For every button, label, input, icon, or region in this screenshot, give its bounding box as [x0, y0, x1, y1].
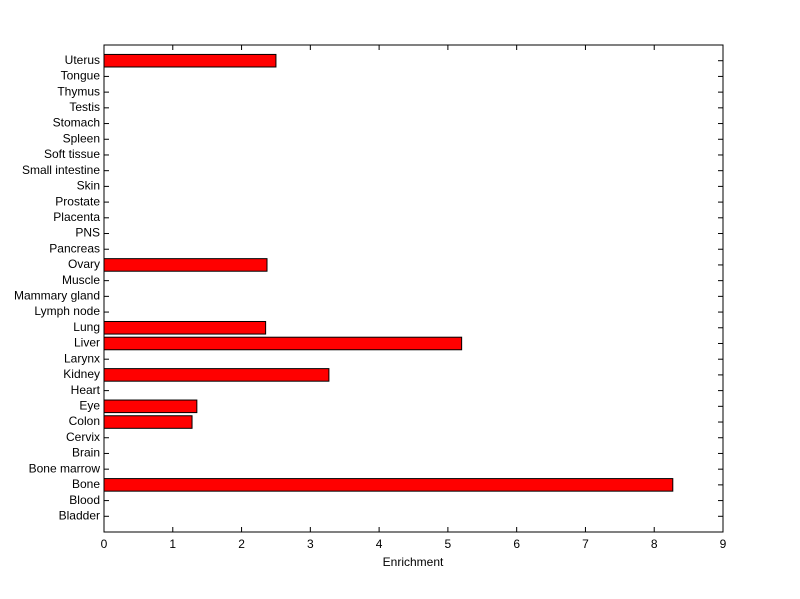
y-tick-label: Muscle [62, 273, 100, 287]
y-tick-label: Liver [74, 336, 100, 350]
y-tick-label: Heart [71, 383, 101, 397]
x-tick-label: 4 [376, 537, 383, 551]
y-tick-label: Lung [73, 320, 100, 334]
y-tick-label: Thymus [57, 84, 100, 98]
y-tick-label: Uterus [65, 53, 100, 67]
y-tick-label: Bladder [59, 508, 100, 522]
y-tick-label: Prostate [55, 194, 100, 208]
y-tick-label: Stomach [53, 116, 100, 130]
y-tick-label: Testis [69, 100, 100, 114]
x-tick-label: 6 [513, 537, 520, 551]
y-tick-label: Pancreas [49, 241, 100, 255]
bar [103, 320, 267, 335]
y-tick-label: Placenta [53, 210, 100, 224]
bar [103, 368, 330, 382]
x-axis-label: Enrichment [383, 555, 444, 569]
bar [103, 258, 268, 272]
y-tick-label: Cervix [66, 430, 100, 444]
x-tick-label: 8 [651, 537, 658, 551]
y-tick-label: Brain [72, 446, 100, 460]
bar [103, 478, 674, 492]
x-tick-label: 1 [169, 537, 176, 551]
y-tick-label: Eye [79, 398, 100, 412]
bar [103, 53, 277, 68]
y-tick-label: Lymph node [34, 304, 100, 318]
y-tick-label: Mammary gland [14, 289, 100, 303]
y-tick-label: Larynx [64, 351, 100, 365]
y-tick-label: Kidney [63, 367, 100, 381]
y-tick-label: PNS [75, 226, 100, 240]
bar [103, 399, 198, 414]
x-tick-label: 2 [238, 537, 245, 551]
y-tick-label: Small intestine [22, 163, 100, 177]
x-tick-label: 0 [101, 537, 108, 551]
y-tick-label: Blood [69, 493, 100, 507]
y-tick-label: Colon [69, 414, 100, 428]
y-tick-label: Ovary [68, 257, 100, 271]
x-tick-label: 5 [445, 537, 452, 551]
y-tick-label: Soft tissue [44, 147, 100, 161]
bar [103, 336, 463, 351]
x-tick-label: 3 [307, 537, 314, 551]
y-tick-label: Bone [72, 477, 100, 491]
x-tick-label: 7 [582, 537, 589, 551]
y-tick-label: Tongue [61, 69, 101, 83]
y-tick-label: Skin [77, 179, 100, 193]
bar [103, 415, 193, 429]
x-tick-label: 9 [720, 537, 727, 551]
plot-frame [103, 44, 724, 533]
y-tick-label: Spleen [63, 131, 100, 145]
y-tick-label: Bone marrow [29, 461, 101, 475]
